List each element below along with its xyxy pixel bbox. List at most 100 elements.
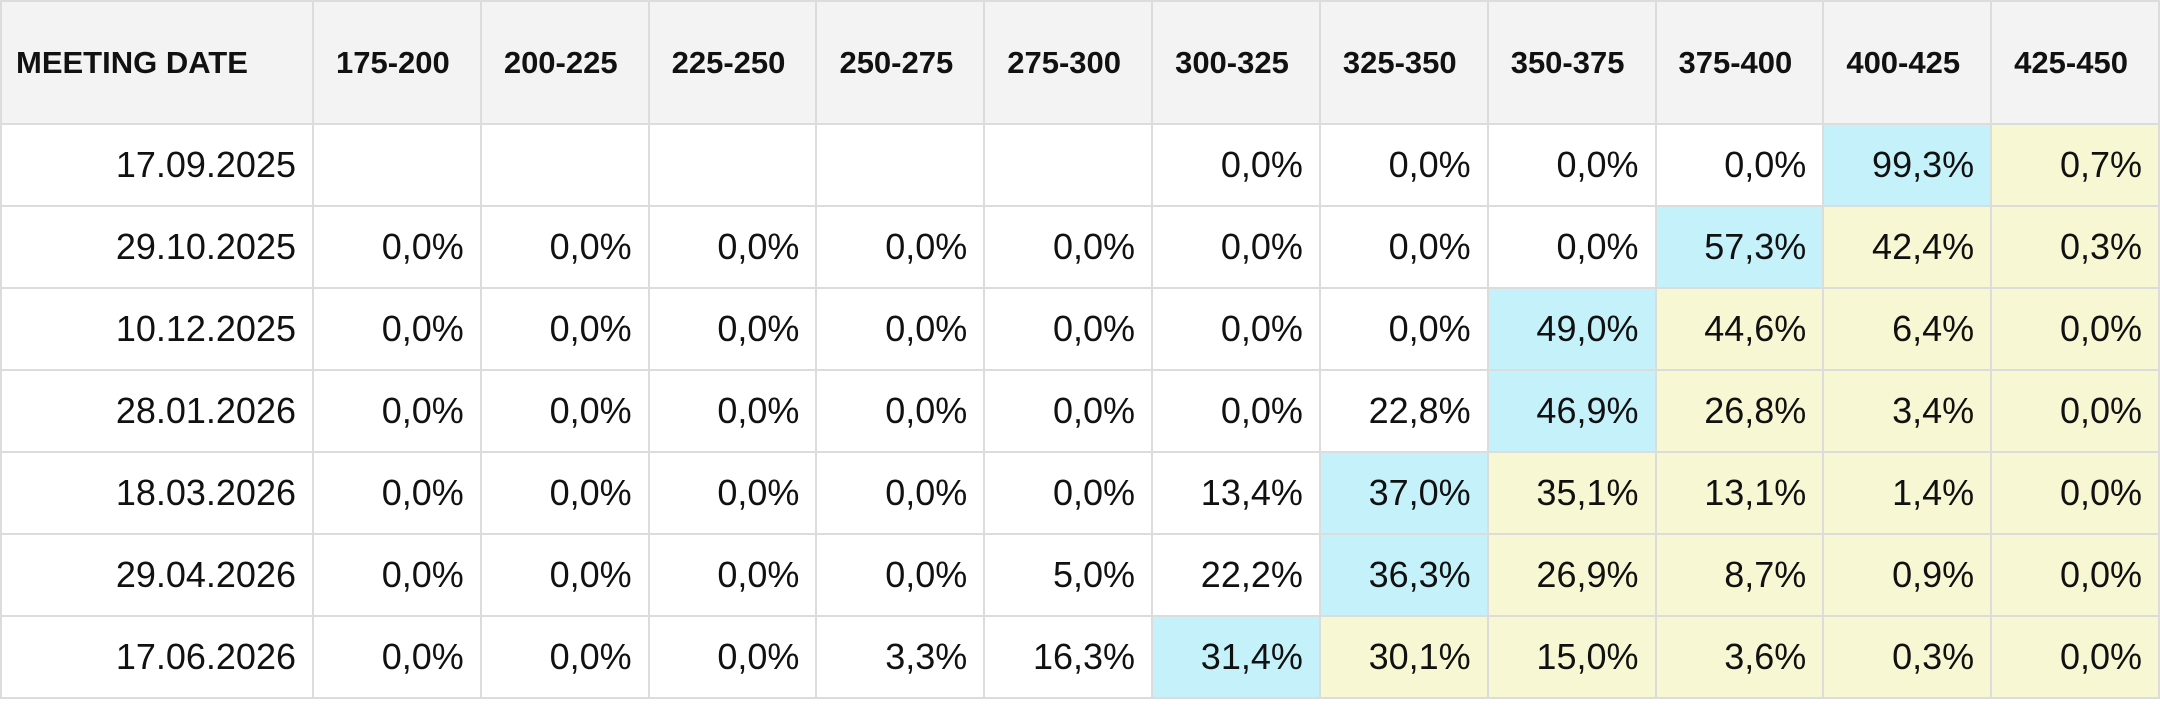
probability-cell: 16,3% xyxy=(983,615,1154,699)
probability-cell: 0,7% xyxy=(1990,123,2160,207)
probability-cell: 0,0% xyxy=(815,287,986,371)
meeting-date: 28.01.2026 xyxy=(0,369,314,453)
probability-cell: 49,0% xyxy=(1486,287,1657,371)
probability-cell: 0,0% xyxy=(479,615,650,699)
probability-cell: 35,1% xyxy=(1486,451,1657,535)
probability-cell: 0,0% xyxy=(983,451,1154,535)
probability-cell: 0,0% xyxy=(312,287,482,371)
probability-cell: 0,0% xyxy=(1990,451,2160,535)
probability-cell: 0,3% xyxy=(1822,615,1993,699)
probability-cell: 0,0% xyxy=(312,615,482,699)
column-header: 175-200 xyxy=(312,0,482,125)
meeting-date: 17.09.2025 xyxy=(0,123,314,207)
probability-cell: 0,0% xyxy=(815,451,986,535)
column-header: MEETING DATE xyxy=(0,0,314,125)
column-header: 425-450 xyxy=(1990,0,2160,125)
probability-cell: 0,0% xyxy=(1318,123,1489,207)
probability-cell: 0,0% xyxy=(1486,205,1657,289)
probability-cell: 0,0% xyxy=(312,369,482,453)
probability-cell: 8,7% xyxy=(1654,533,1825,617)
probability-cell: 0,0% xyxy=(1990,533,2160,617)
probability-cell: 0,0% xyxy=(815,369,986,453)
probability-cell: 0,0% xyxy=(1990,615,2160,699)
probability-cell: 31,4% xyxy=(1151,615,1321,699)
probability-cell: 15,0% xyxy=(1486,615,1657,699)
probability-cell: 3,6% xyxy=(1654,615,1825,699)
probability-cell: 0,0% xyxy=(983,369,1154,453)
probability-cell: 37,0% xyxy=(1318,451,1489,535)
probability-cell: 0,0% xyxy=(479,369,650,453)
probability-cell: 0,0% xyxy=(479,287,650,371)
probability-cell: 0,0% xyxy=(312,533,482,617)
table-row: 10.12.2025 0,0% 0,0% 0,0% 0,0% 0,0% 0,0% 0,0% 49… xyxy=(0,287,2160,371)
probability-cell xyxy=(983,123,1154,207)
table-row: 29.10.2025 0,0% 0,0% 0,0% 0,0% 0,0% 0,0% 0,0% 0,… xyxy=(0,205,2160,289)
probability-cell: 0,0% xyxy=(479,533,650,617)
probability-cell: 0,0% xyxy=(1486,123,1657,207)
probability-cell: 0,0% xyxy=(312,205,482,289)
probability-cell: 26,8% xyxy=(1654,369,1825,453)
table-row: 18.03.2026 0,0% 0,0% 0,0% 0,0% 0,0% 13,4% 37,0%… xyxy=(0,451,2160,535)
table-row: 28.01.2026 0,0% 0,0% 0,0% 0,0% 0,0% 0,0% 22,8% 4… xyxy=(0,369,2160,453)
meeting-date: 29.04.2026 xyxy=(0,533,314,617)
probability-cell: 99,3% xyxy=(1822,123,1993,207)
probability-cell: 0,0% xyxy=(983,287,1154,371)
probability-cell: 0,0% xyxy=(815,205,986,289)
probability-cell: 0,0% xyxy=(1990,287,2160,371)
probability-cell: 0,0% xyxy=(647,287,818,371)
column-header: 275-300 xyxy=(983,0,1154,125)
probability-cell: 0,0% xyxy=(647,615,818,699)
column-header: 350-375 xyxy=(1486,0,1657,125)
probability-cell: 0,0% xyxy=(1318,205,1489,289)
probability-cell: 0,0% xyxy=(1990,369,2160,453)
probability-cell: 42,4% xyxy=(1822,205,1993,289)
probability-cell: 0,0% xyxy=(1654,123,1825,207)
probability-cell: 36,3% xyxy=(1318,533,1489,617)
table-row: 29.04.2026 0,0% 0,0% 0,0% 0,0% 5,0% 22,2% 36,3%… xyxy=(0,533,2160,617)
column-header: 250-275 xyxy=(815,0,986,125)
column-header: 325-350 xyxy=(1318,0,1489,125)
meeting-date: 29.10.2025 xyxy=(0,205,314,289)
probability-cell: 0,0% xyxy=(647,369,818,453)
probability-cell: 30,1% xyxy=(1318,615,1489,699)
probability-cell xyxy=(312,123,482,207)
probability-cell: 57,3% xyxy=(1654,205,1825,289)
probability-cell: 0,0% xyxy=(479,451,650,535)
probability-cell: 22,8% xyxy=(1318,369,1489,453)
probability-cell: 0,0% xyxy=(983,205,1154,289)
column-header: 225-250 xyxy=(647,0,818,125)
probability-cell: 26,9% xyxy=(1486,533,1657,617)
column-header: 300-325 xyxy=(1151,0,1321,125)
probability-cell: 0,0% xyxy=(312,451,482,535)
table-row: 17.09.2025 0,0% 0,0% 0,0% 0,0% 99,3% 0,7% xyxy=(0,123,2160,207)
header-row: MEETING DATE 175-200 200-225 225-250 250-275… xyxy=(0,0,2160,125)
probability-cell: 5,0% xyxy=(983,533,1154,617)
probability-cell: 44,6% xyxy=(1654,287,1825,371)
column-header: 400-425 xyxy=(1822,0,1993,125)
probability-cell: 0,0% xyxy=(1151,123,1321,207)
probability-cell: 22,2% xyxy=(1151,533,1321,617)
probability-cell: 0,0% xyxy=(1151,287,1321,371)
probability-cell: 1,4% xyxy=(1822,451,1993,535)
table-row: 17.06.2026 0,0% 0,0% 0,0% 3,3% 16,3% 31,4% 30,1… xyxy=(0,615,2160,699)
probability-cell: 0,3% xyxy=(1990,205,2160,289)
probability-cell: 0,0% xyxy=(1151,205,1321,289)
probability-cell xyxy=(815,123,986,207)
meeting-date: 18.03.2026 xyxy=(0,451,314,535)
probability-cell: 46,9% xyxy=(1486,369,1657,453)
probability-cell: 0,0% xyxy=(647,205,818,289)
probability-cell: 6,4% xyxy=(1822,287,1993,371)
probability-cell: 13,1% xyxy=(1654,451,1825,535)
probability-cell: 0,0% xyxy=(1151,369,1321,453)
probability-cell: 0,0% xyxy=(815,533,986,617)
column-header: 375-400 xyxy=(1654,0,1825,125)
probability-cell: 0,0% xyxy=(1318,287,1489,371)
probability-cell xyxy=(479,123,650,207)
meeting-date: 10.12.2025 xyxy=(0,287,314,371)
probability-cell: 0,0% xyxy=(647,533,818,617)
probability-cell xyxy=(647,123,818,207)
probability-cell: 0,0% xyxy=(479,205,650,289)
probability-cell: 0,9% xyxy=(1822,533,1993,617)
